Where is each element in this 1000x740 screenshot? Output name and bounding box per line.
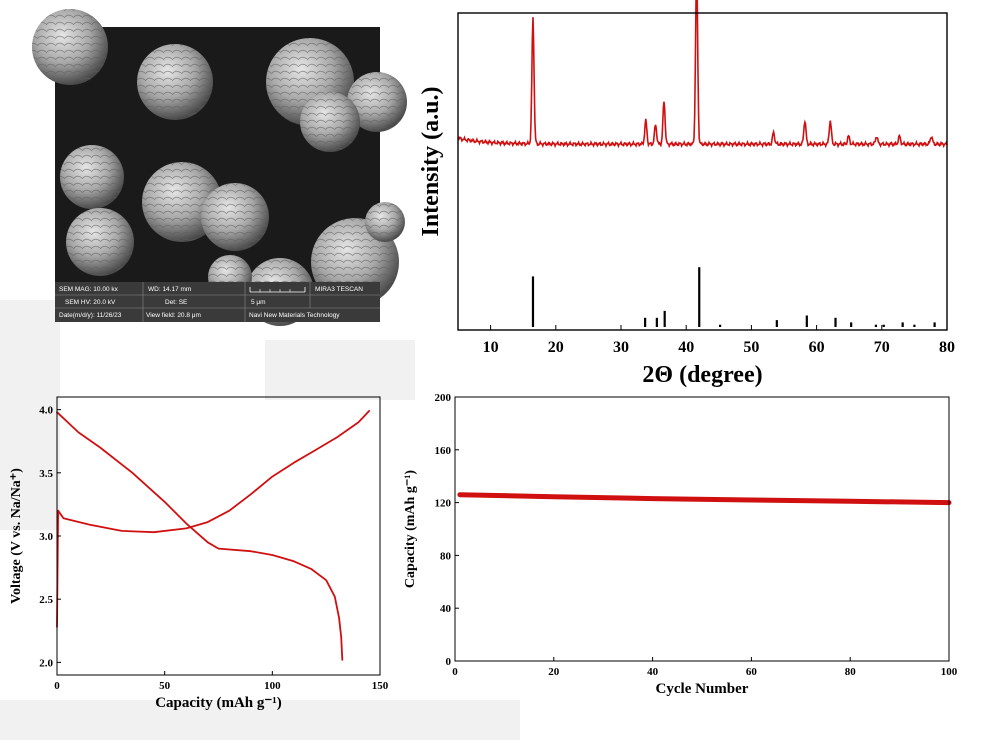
sem-wd-text: WD: 14.17 mm [148,286,191,293]
voltage-x-tick-label: 0 [54,680,60,692]
voltage-series-1 [56,411,344,661]
sem-mag-text: SEM MAG: 10.00 kx [59,286,119,293]
sem-scale-ruler [249,287,306,293]
cycling-y-tick-label: 160 [435,445,452,457]
cycling-y-tick-label: 120 [435,498,452,510]
sem-sphere-texture [347,72,407,132]
xrd-y-axis-title: Intensity (a.u.) [418,86,444,236]
xrd-plot: 10 20 30 40 50 60 70 80 2Θ (degree) Intensity (a.… [418,0,955,388]
sem-sphere-texture [66,208,134,276]
voltage-y-tick-label: 2.0 [39,657,53,669]
xrd-x-tick-label: 60 [809,339,825,356]
voltage-y-axis-title: Voltage (V vs. Na/Na⁺) [9,468,24,604]
voltage-x-tick-label: 50 [159,680,171,692]
cycling-x-tick-label: 80 [845,666,857,678]
cycling-x-tick-label: 0 [452,666,458,678]
sem-det-text: Det: SE [165,299,188,306]
xrd-chart: 10 20 30 40 50 60 70 80 2Θ (degree) Intensity (a.… [410,0,980,395]
sem-micrograph: SEM MAG: 10.00 kx WD: 14.17 mm MIRA3 TES… [32,9,407,326]
cycling-y-tick-label: 200 [435,392,452,404]
sem-sphere-texture [60,145,124,209]
cycling-y-tick-label: 0 [446,656,452,668]
cycling-plot: 0 20 40 60 80 100 0 40 80 120 160 200 Cycle Number Ca… [403,392,958,697]
xrd-pattern-line [457,0,948,149]
cycling-y-tick-label: 80 [440,550,452,562]
xrd-x-tick-label: 50 [743,339,759,356]
cycling-x-axis-title: Cycle Number [656,681,749,697]
sem-image: SEM MAG: 10.00 kx WD: 14.17 mm MIRA3 TES… [32,9,407,326]
voltage-profile-chart: 0 50 100 150 2.0 2.5 3.0 3.5 4.0 Capacity (mAh g⁻… [0,392,400,737]
cycling-y-tick-label: 40 [440,603,452,615]
cycling-frame [454,396,950,662]
sem-particles [32,9,407,326]
background-shape [265,340,415,400]
xrd-x-tick-label: 80 [939,339,955,356]
sem-view-text: View field: 20.8 μm [146,312,201,319]
xrd-x-tick-label: 30 [613,339,629,356]
cycling-x-tick-label: 100 [941,666,958,678]
cycling-chart: 0 20 40 60 80 100 0 40 80 120 160 200 Cycle Number Ca… [400,392,970,737]
voltage-y-tick-label: 3.5 [39,468,53,480]
xrd-x-axis-title: 2Θ (degree) [642,362,762,388]
voltage-x-tick-label: 100 [264,680,281,692]
sem-sphere-texture [300,92,360,152]
sem-hv-text: SEM HV: 20.0 kV [65,299,116,306]
xrd-x-tick-label: 20 [548,339,564,356]
xrd-frame [457,12,948,331]
xrd-x-tick-label: 10 [483,339,499,356]
background-shape [0,700,520,740]
voltage-frame [56,396,381,676]
cycling-x-tick-label: 40 [647,666,659,678]
cycling-y-axis-title: Capacity (mAh g⁻¹) [403,470,418,588]
voltage-x-tick-label: 150 [372,680,389,692]
background-shape [0,300,60,530]
sem-sphere-texture [137,44,213,120]
cycling-series-1 [457,492,952,506]
voltage-x-axis-title: Capacity (mAh g⁻¹) [155,695,282,711]
cycling-x-tick-label: 60 [746,666,758,678]
voltage-y-tick-label: 4.0 [39,405,53,417]
sem-brand-text: MIRA3 TESCAN [315,286,363,293]
voltage-series-2 [56,410,371,628]
sem-company-text: Navi New Materials Technology [249,312,340,319]
sem-scale-text: 5 μm [251,299,266,306]
cycling-x-tick-label: 20 [548,666,560,678]
xrd-x-tick-label: 70 [874,339,890,356]
voltage-plot: 0 50 100 150 2.0 2.5 3.0 3.5 4.0 Capacity (mAh g⁻… [9,396,389,711]
sem-info-bar [55,282,380,322]
voltage-y-tick-label: 2.5 [39,594,53,606]
xrd-x-tick-label: 40 [678,339,694,356]
sem-date-text: Date(m/d/y): 11/26/23 [59,312,122,319]
sem-sphere-texture [32,9,108,85]
sem-sphere-texture [201,183,269,251]
voltage-y-tick-label: 3.0 [39,531,53,543]
sem-sphere-texture [365,202,405,242]
